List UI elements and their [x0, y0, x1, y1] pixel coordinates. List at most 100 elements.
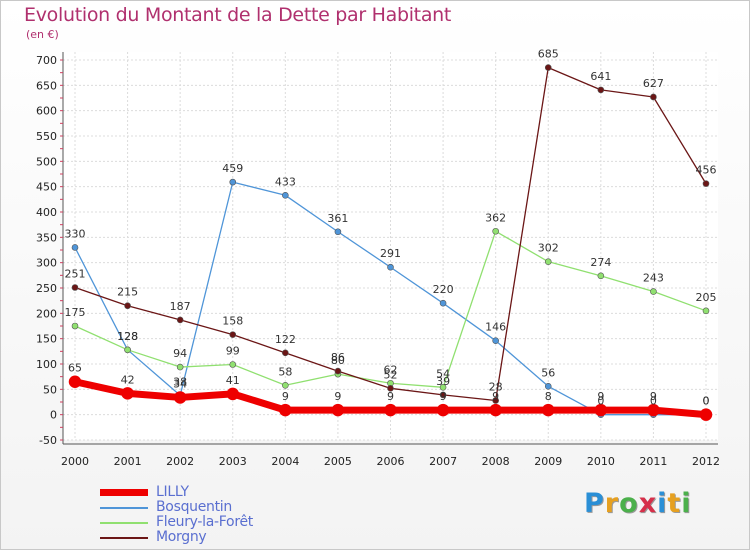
data-label: 62 — [384, 363, 398, 376]
data-point — [226, 387, 239, 401]
legend-item: Bosquentin — [100, 499, 360, 515]
data-point — [124, 346, 131, 354]
legend-swatch — [100, 537, 148, 539]
legend-label: Morgny — [156, 529, 207, 545]
data-label: 456 — [696, 164, 717, 177]
y-tick-label: 150 — [36, 333, 57, 346]
data-label: 361 — [327, 212, 348, 225]
x-tick-label: 2009 — [534, 455, 562, 468]
data-label: 362 — [485, 211, 506, 224]
x-tick-label: 2001 — [114, 455, 142, 468]
y-tick-label: 200 — [36, 307, 57, 320]
data-label: 330 — [65, 227, 86, 240]
y-tick-label: 350 — [36, 231, 57, 244]
data-label: 56 — [541, 366, 555, 379]
data-label: 80 — [331, 354, 345, 367]
y-tick-label: 650 — [36, 79, 57, 92]
data-point — [331, 403, 345, 417]
data-label: 94 — [173, 347, 187, 360]
proxiti-logo: Proxiti — [584, 488, 692, 519]
data-point — [384, 403, 397, 417]
y-tick-label: 450 — [36, 181, 57, 194]
legend-label: LILLY — [156, 484, 189, 500]
data-label: 243 — [643, 272, 664, 285]
data-label: 215 — [117, 286, 138, 299]
chart-title: Evolution du Montant de la Dette par Hab… — [24, 4, 452, 26]
y-tick-label: 100 — [36, 358, 57, 371]
data-point — [282, 191, 289, 199]
data-point — [176, 316, 184, 324]
data-point — [489, 403, 502, 417]
data-point — [492, 227, 499, 235]
data-point — [124, 302, 131, 310]
data-label: 99 — [226, 345, 240, 358]
data-label: 302 — [538, 242, 559, 255]
data-point — [647, 403, 660, 417]
data-label: 251 — [65, 267, 86, 280]
x-tick-label: 2000 — [61, 455, 89, 468]
legend-swatch — [100, 489, 148, 496]
data-label: 9 — [387, 390, 394, 403]
data-label: 685 — [538, 48, 559, 61]
data-label: 187 — [170, 300, 191, 313]
y-tick-label: 550 — [36, 130, 57, 143]
legend-item: Fleury-la-Forêt — [100, 514, 360, 530]
data-point — [542, 403, 555, 417]
data-point — [594, 403, 608, 417]
legend-item: LILLY — [100, 484, 360, 500]
y-tick-label: 600 — [36, 105, 57, 118]
data-label: 205 — [696, 291, 717, 304]
x-tick-label: 2006 — [377, 455, 405, 468]
data-point — [650, 93, 657, 101]
data-point — [282, 349, 289, 357]
data-label: 0 — [650, 395, 657, 408]
data-label: 86 — [331, 351, 345, 364]
data-point — [702, 307, 710, 315]
legend-label: Fleury-la-Forêt — [156, 514, 253, 530]
data-point — [173, 391, 187, 404]
x-tick-label: 2004 — [271, 455, 299, 468]
x-tick-label: 2011 — [639, 455, 667, 468]
data-label: 52 — [384, 368, 398, 381]
data-label: 274 — [590, 256, 611, 269]
data-point — [544, 64, 552, 71]
legend-swatch — [100, 507, 148, 509]
x-tick-label: 2003 — [219, 455, 247, 468]
data-label: 41 — [226, 374, 240, 387]
data-point — [229, 178, 237, 186]
data-point — [544, 258, 552, 265]
y-tick-label: 700 — [36, 54, 57, 67]
data-point — [279, 403, 292, 417]
y-tick-label: 250 — [36, 282, 57, 295]
data-label: 128 — [117, 330, 138, 343]
x-tick-label: 2012 — [692, 455, 720, 468]
data-point — [229, 331, 237, 338]
data-point — [68, 375, 82, 388]
data-point — [436, 403, 450, 417]
data-label: 0 — [703, 395, 710, 408]
data-label: 9 — [282, 390, 289, 403]
data-point — [229, 361, 237, 368]
y-tick-label: 400 — [36, 206, 57, 219]
data-label: 38 — [173, 375, 187, 388]
data-label: 8 — [545, 390, 552, 403]
data-label: 9 — [334, 390, 341, 403]
data-point — [387, 385, 394, 392]
data-point — [71, 322, 79, 330]
data-label: 128 — [117, 330, 138, 343]
y-tick-label: 0 — [50, 409, 57, 422]
data-point — [176, 363, 184, 371]
data-point — [121, 387, 134, 400]
data-label: 39 — [436, 375, 450, 388]
data-label: 9 — [492, 390, 499, 403]
data-point — [492, 397, 499, 404]
y-tick-label: 50 — [43, 383, 57, 396]
legend-item: Morgny — [100, 529, 360, 545]
data-label: 9 — [440, 390, 447, 403]
data-label: 42 — [121, 373, 135, 386]
data-label: 433 — [275, 175, 296, 188]
data-label: 146 — [485, 321, 506, 334]
data-point — [699, 408, 713, 421]
data-label: 291 — [380, 247, 401, 260]
